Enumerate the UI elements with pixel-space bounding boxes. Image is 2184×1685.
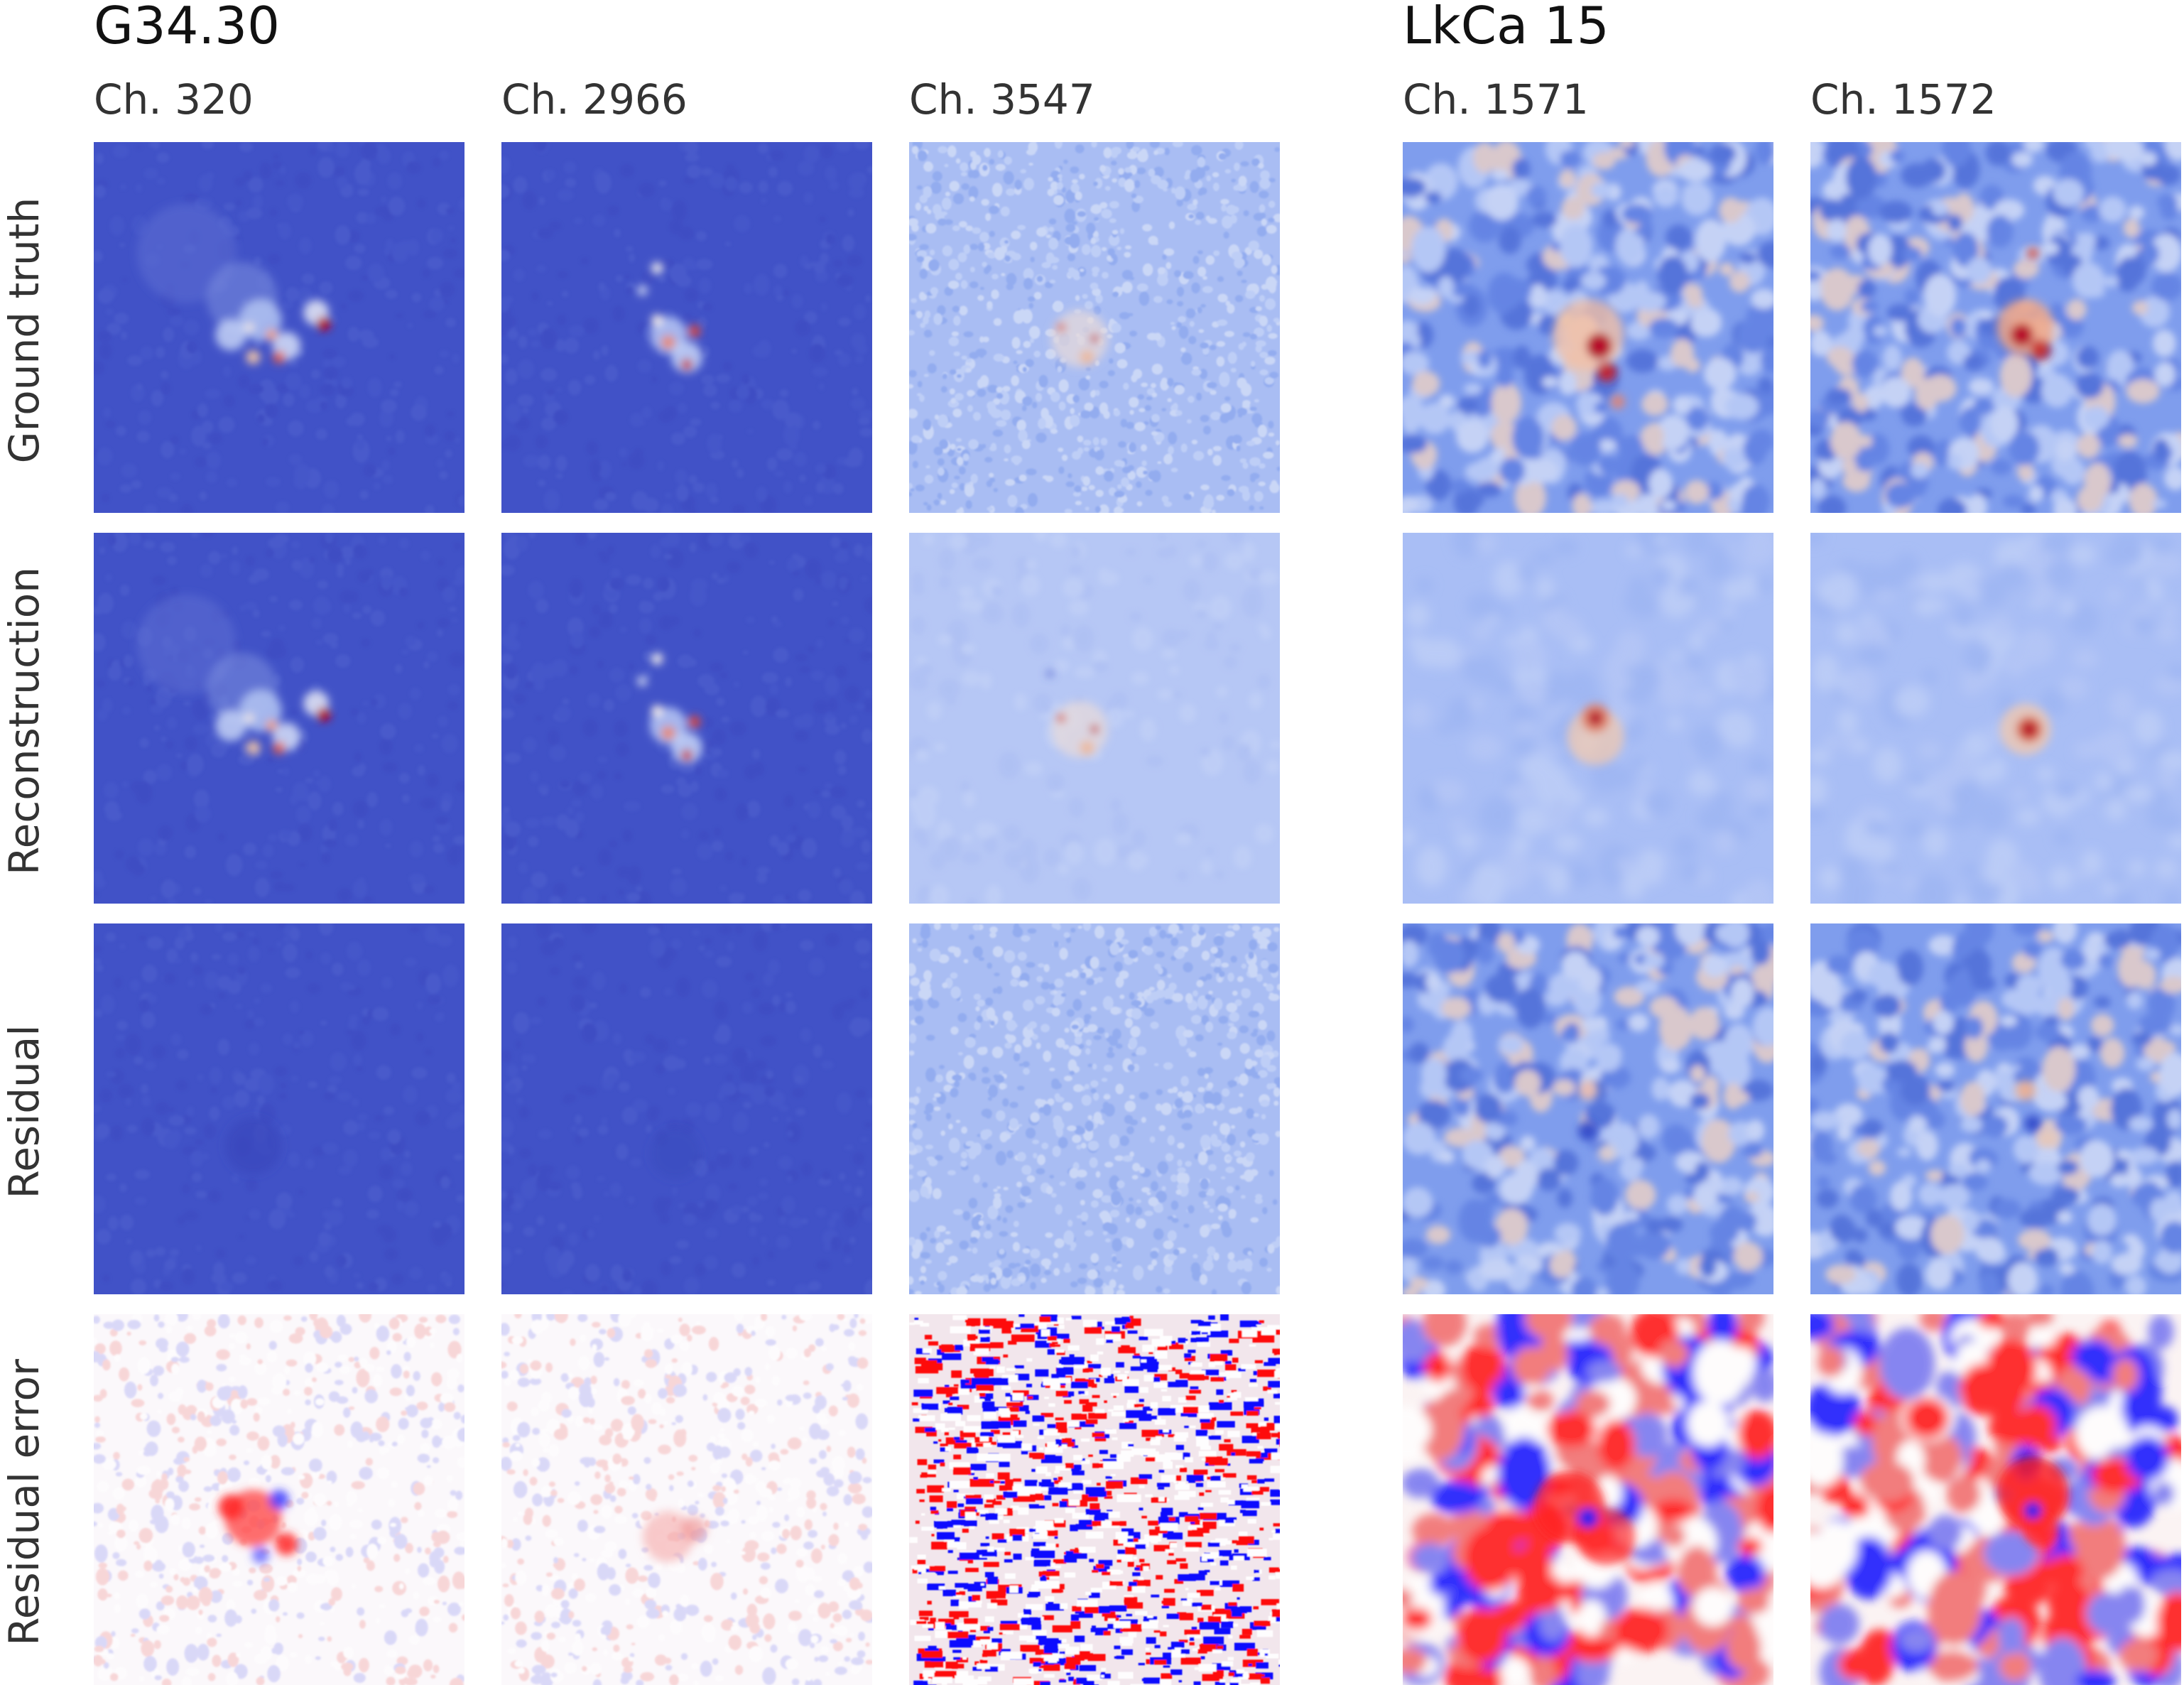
channel-label-1572: Ch. 1572: [1810, 78, 1996, 121]
panel-ground-truth-ch-2966: [501, 142, 872, 513]
row-label-reconstruction: Reconstruction: [0, 567, 48, 875]
panel-ground-truth-ch-320: [94, 142, 464, 513]
row-label-ground-truth: Ground truth: [0, 197, 48, 464]
panel-residual-ch-3547: [909, 923, 1280, 1294]
panel-reconstruction-ch-1572: [1810, 533, 2181, 904]
panel-residual-error-ch-1572: [1810, 1314, 2181, 1685]
panel-reconstruction-ch-3547: [909, 533, 1280, 904]
panel-ground-truth-ch-3547: [909, 142, 1280, 513]
channel-label-3547: Ch. 3547: [909, 78, 1095, 121]
panel-residual-error-ch-320: [94, 1314, 464, 1685]
row-label-residual: Residual: [0, 1025, 48, 1199]
panel-residual-ch-2966: [501, 923, 872, 1294]
channel-label-1571: Ch. 1571: [1403, 78, 1589, 121]
panel-reconstruction-ch-2966: [501, 533, 872, 904]
panel-ground-truth-ch-1571: [1403, 142, 1773, 513]
panel-residual-error-ch-2966: [501, 1314, 872, 1685]
channel-label-2966: Ch. 2966: [501, 78, 688, 121]
panel-residual-error-ch-3547: [909, 1314, 1280, 1685]
panel-residual-error-ch-1571: [1403, 1314, 1773, 1685]
row-label-residual-error: Residual error: [0, 1359, 48, 1646]
channel-label-320: Ch. 320: [94, 78, 254, 121]
panel-residual-ch-320: [94, 923, 464, 1294]
panel-residual-ch-1572: [1810, 923, 2181, 1294]
group-title-lkca: LkCa 15: [1403, 0, 1609, 51]
panel-reconstruction-ch-320: [94, 533, 464, 904]
group-title-g34: G34.30: [94, 0, 280, 51]
panel-residual-ch-1571: [1403, 923, 1773, 1294]
panel-ground-truth-ch-1572: [1810, 142, 2181, 513]
panel-reconstruction-ch-1571: [1403, 533, 1773, 904]
